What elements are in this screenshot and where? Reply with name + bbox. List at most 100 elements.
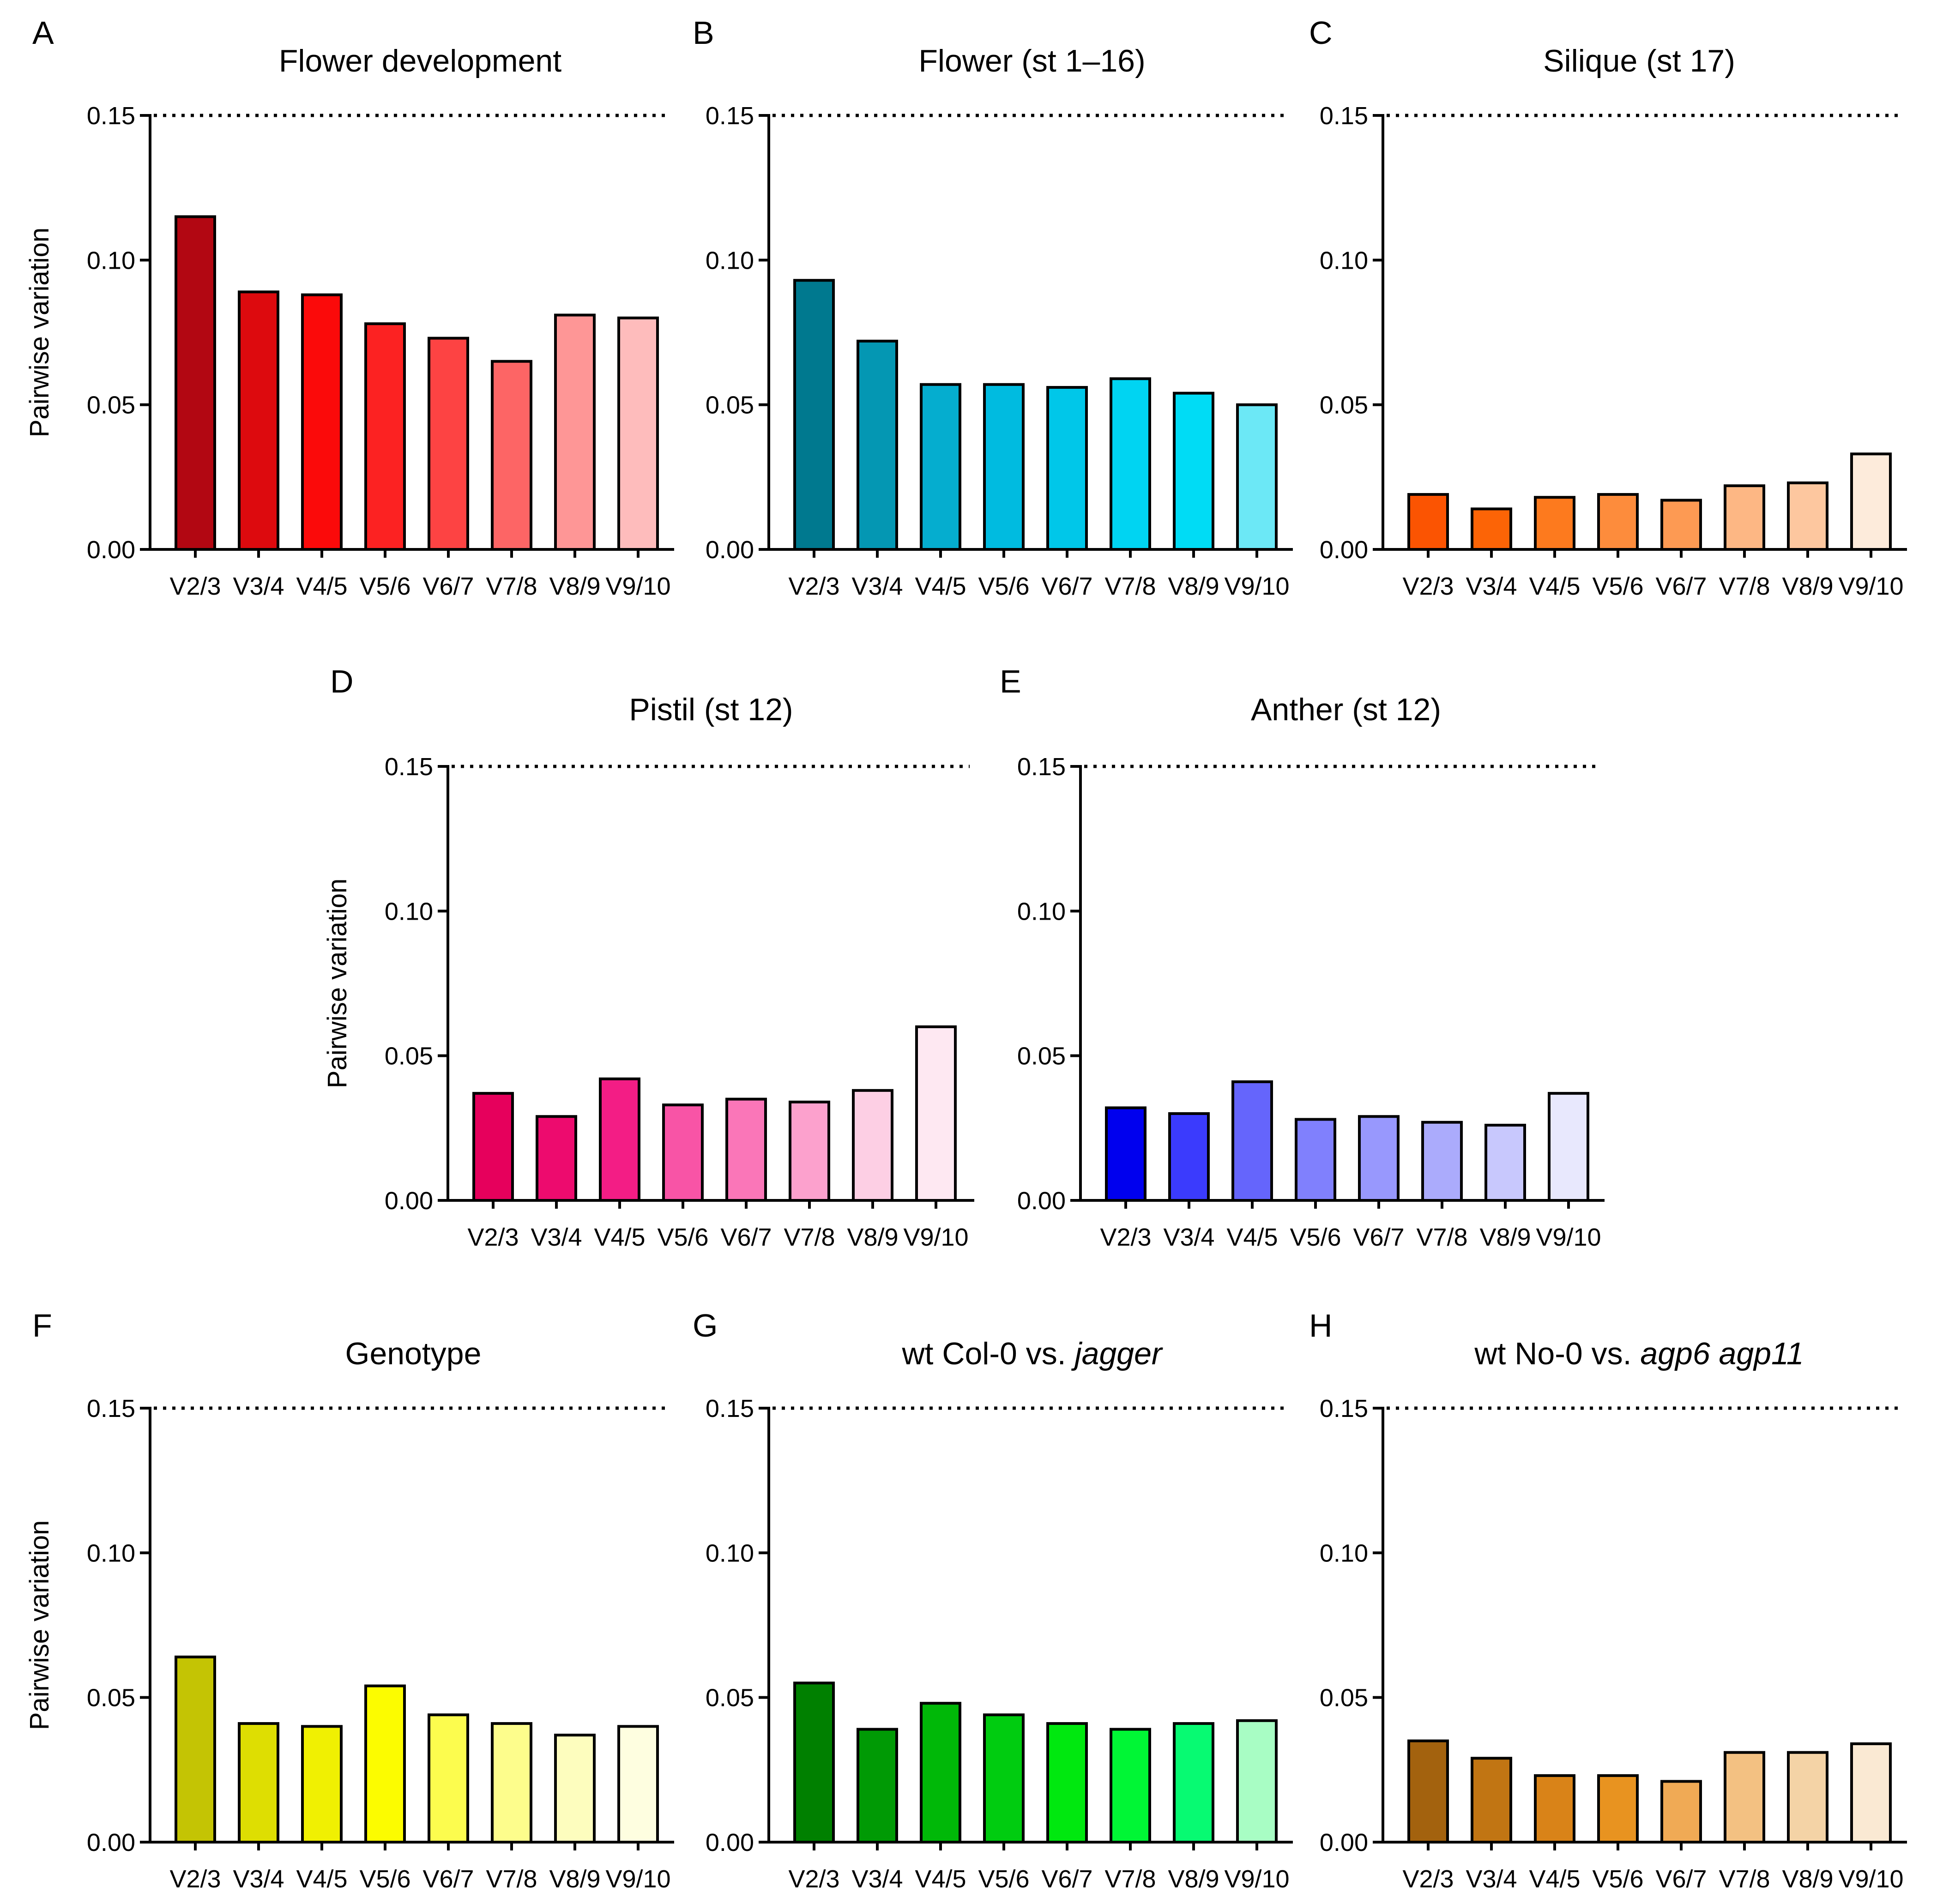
- x-tick-label: V5/6: [657, 1223, 708, 1251]
- panel-c: C Silique (st 17) 0.00 0.05 0.10 0.15 V2/3 V3/4…: [1309, 15, 1907, 600]
- bar-v2-3: [175, 1655, 216, 1844]
- y-tick-label: 0.05: [1320, 392, 1368, 419]
- x-tick-label: V7/8: [486, 572, 537, 600]
- bar-v3-4: [238, 290, 279, 551]
- panel-letter: B: [693, 15, 714, 51]
- bar-v9-10: [1236, 403, 1278, 551]
- x-tick-label: V7/8: [784, 1223, 835, 1251]
- bar-v6-7: [1660, 499, 1702, 551]
- y-tick-label: 0.05: [385, 1042, 433, 1070]
- x-tick-label: V4/5: [296, 572, 347, 600]
- bar-v7-8: [491, 360, 532, 551]
- x-tick-label: V6/7: [1353, 1223, 1404, 1251]
- chart-title-text: Pistil (st 12): [629, 692, 793, 727]
- y-tick-label: 0.15: [1320, 1395, 1368, 1422]
- x-tick-label: V4/5: [915, 1865, 966, 1893]
- x-tick-label: V5/6: [978, 572, 1029, 600]
- x-tick-label: V9/10: [1536, 1223, 1601, 1251]
- panel-f: F Genotype Pairwise variation 0.00 0.05 0.10 0…: [24, 1307, 674, 1893]
- bar-v9-10: [1850, 1742, 1892, 1844]
- x-tick-label: V6/7: [1041, 1865, 1092, 1893]
- bar-v4-5: [1231, 1080, 1273, 1202]
- x-tick-label: V2/3: [467, 1223, 519, 1251]
- y-tick-label: 0.05: [706, 392, 754, 419]
- bar-v8-9: [554, 313, 596, 551]
- chart-title: Silique (st 17): [1543, 43, 1735, 78]
- x-tick-label: V2/3: [788, 572, 839, 600]
- x-tick-label: V4/5: [594, 1223, 645, 1251]
- y-tick-label: 0.15: [87, 102, 135, 130]
- bar-v4-5: [920, 1702, 961, 1844]
- x-tick-label: V8/9: [549, 572, 600, 600]
- x-tick-label: V8/9: [1479, 1223, 1531, 1251]
- x-tick-label: V3/4: [531, 1223, 582, 1251]
- x-tick-label: V6/7: [422, 1865, 474, 1893]
- x-tick-label: V9/10: [1838, 572, 1903, 600]
- x-tick-label: V5/6: [978, 1865, 1029, 1893]
- bar-v5-6: [364, 322, 406, 551]
- y-tick-label: 0.00: [385, 1187, 433, 1215]
- x-tick-label: V8/9: [1782, 572, 1833, 600]
- x-tick-label: V4/5: [296, 1865, 347, 1893]
- bar-v7-8: [789, 1100, 830, 1202]
- bar-v8-9: [1484, 1124, 1526, 1202]
- y-tick-label: 0.10: [706, 1539, 754, 1567]
- x-tick-label: V7/8: [1416, 1223, 1467, 1251]
- chart-title-text: wt No-0 vs.: [1474, 1336, 1640, 1371]
- chart-title: wt No-0 vs. agp6 agp11: [1474, 1336, 1804, 1371]
- x-tick-label: V5/6: [359, 572, 410, 600]
- x-tick-label: V6/7: [1041, 572, 1092, 600]
- y-tick-label: 0.00: [1320, 1829, 1368, 1856]
- bar-v8-9: [554, 1734, 596, 1844]
- bar-v3-4: [536, 1115, 577, 1202]
- bar-v3-4: [1471, 507, 1512, 551]
- bar-v6-7: [1358, 1115, 1400, 1202]
- y-tick-label: 0.00: [87, 1829, 135, 1856]
- bar-v6-7: [1046, 386, 1088, 551]
- x-tick-label: V4/5: [915, 572, 966, 600]
- bar-v8-9: [1787, 1751, 1828, 1844]
- x-tick-label: V7/8: [1104, 572, 1156, 600]
- bar-v9-10: [1850, 452, 1892, 551]
- bar-v4-5: [301, 293, 343, 551]
- x-tick-label: V9/10: [1838, 1865, 1903, 1893]
- x-tick-label: V8/9: [549, 1865, 600, 1893]
- bar-v3-4: [857, 1728, 898, 1844]
- bar-v6-7: [1660, 1780, 1702, 1844]
- bar-v9-10: [617, 316, 659, 551]
- panel-letter: H: [1309, 1307, 1333, 1344]
- bar-v9-10: [1548, 1092, 1589, 1202]
- bar-v2-3: [1105, 1106, 1147, 1202]
- y-tick-label: 0.10: [385, 898, 433, 925]
- panel-letter: E: [1000, 663, 1021, 699]
- y-tick-label: 0.15: [87, 1395, 135, 1422]
- y-tick-label: 0.10: [87, 1539, 135, 1567]
- panel-g: Gwt Col-0 vs. jagger 0.00 0.05 0.10 0.15 V2/3…: [693, 1307, 1293, 1893]
- chart-title-text: wt Col-0 vs.: [901, 1336, 1074, 1371]
- bar-v5-6: [1597, 493, 1639, 551]
- bar-v7-8: [1110, 1728, 1151, 1844]
- x-tick-label: V7/8: [1104, 1865, 1156, 1893]
- y-tick-label: 0.15: [706, 1395, 754, 1422]
- x-tick-label: V2/3: [1402, 572, 1454, 600]
- bar-v3-4: [1471, 1757, 1512, 1844]
- y-axis-label: Pairwise variation: [322, 879, 352, 1089]
- chart-title: Flower development: [279, 43, 561, 78]
- x-tick-label: V6/7: [1655, 1865, 1707, 1893]
- y-tick-label: 0.10: [706, 247, 754, 274]
- x-tick-label: V5/6: [1290, 1223, 1341, 1251]
- y-tick-label: 0.15: [1320, 102, 1368, 130]
- bar-v7-8: [1421, 1121, 1463, 1202]
- y-tick-label: 0.10: [1320, 1539, 1368, 1567]
- bar-v7-8: [1724, 1751, 1765, 1844]
- bar-v9-10: [617, 1725, 659, 1844]
- x-tick-label: V3/4: [233, 572, 284, 600]
- x-tick-label: V3/4: [1466, 1865, 1517, 1893]
- x-tick-label: V3/4: [233, 1865, 284, 1893]
- bar-v6-7: [428, 337, 469, 551]
- bar-v6-7: [428, 1713, 469, 1844]
- x-tick-label: V3/4: [1163, 1223, 1214, 1251]
- chart-title: Flower (st 1–16): [918, 43, 1145, 78]
- y-tick-label: 0.15: [706, 102, 754, 130]
